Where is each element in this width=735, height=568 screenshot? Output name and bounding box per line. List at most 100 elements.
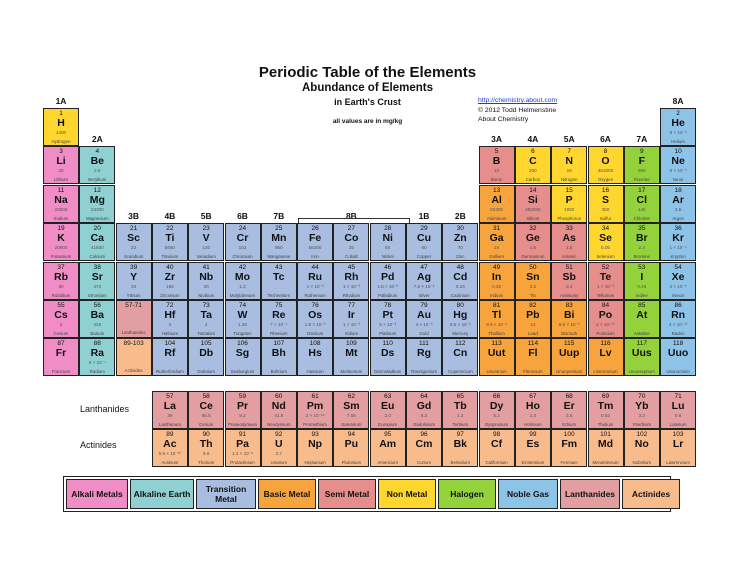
element-cell[interactable]: 98 Cf Californium (478, 429, 515, 467)
element-cell[interactable]: 69 Tm 0.52 Thulium (587, 391, 624, 429)
element-cell[interactable]: 3 Li 20 Lithium (43, 146, 79, 185)
element-cell[interactable]: 52 Te 1 × 10⁻³ Tellurium (587, 261, 624, 300)
element-cell[interactable]: 39 Y 33 Yttrium (115, 261, 152, 300)
element-cell[interactable]: 5 B 10 Boron (478, 146, 515, 185)
element-cell[interactable]: 29 Cu 60 Copper (406, 223, 442, 262)
element-cell[interactable]: 38 Sr 370 Strontium (79, 261, 116, 300)
element-cell[interactable]: 74 W 1.25 Tungsten (224, 300, 261, 338)
element-cell[interactable]: 15 P 1050 Phosphorus (551, 184, 588, 223)
element-cell[interactable]: 43 Tc Technetium (260, 261, 297, 300)
element-cell[interactable]: 118 Uuo Ununoctium (660, 338, 697, 377)
element-cell[interactable]: 66 Dy 5.2 Dysprosium (478, 391, 515, 429)
element-cell[interactable]: 68 Er 3.5 Erbium (551, 391, 588, 429)
element-cell[interactable]: 45 Rh 1 × 10⁻³ Rhodium (333, 261, 370, 300)
element-cell[interactable]: 58 Ce 66.5 Cerium (188, 391, 225, 429)
element-cell[interactable]: 108 Hs Hassium (297, 338, 334, 377)
element-cell[interactable]: 20 Ca 41500 Calcium (79, 223, 116, 262)
element-cell[interactable]: 56 Ba 425 Barium (79, 300, 116, 338)
element-cell[interactable]: 34 Se 0.05 Selenium (587, 223, 624, 262)
element-cell[interactable]: 8 O 461000 Oxygen (587, 146, 624, 185)
element-cell[interactable]: 16 S 350 Sulfur (587, 184, 624, 223)
element-cell[interactable]: 92 U 2.7 Uranium (260, 429, 297, 467)
element-cell[interactable]: 116 Lv Livermorium (587, 338, 624, 377)
element-cell[interactable]: 95 Am Americium (369, 429, 406, 467)
element-cell[interactable]: 49 In 0.25 Indium (478, 261, 515, 300)
element-cell[interactable]: 40 Zr 165 Zirconium (151, 261, 188, 300)
element-cell[interactable]: 33 As 1.8 Arsenic (551, 223, 588, 262)
element-cell[interactable]: 101 Md Mendelevium (587, 429, 624, 467)
element-cell[interactable]: 80 Hg 8.5 × 10⁻² Mercury (442, 300, 479, 338)
element-cell[interactable]: 96 Cm Curium (406, 429, 442, 467)
element-cell[interactable]: 12 Mg 23300 Magnesium (79, 184, 116, 223)
element-cell[interactable]: 53 I 0.45 Iodine (623, 261, 660, 300)
element-cell[interactable]: 104 Rf Rutherfordium (151, 338, 188, 377)
element-cell[interactable]: 89 Ac 5.5 × 10⁻¹⁰ Actinium (151, 429, 188, 467)
element-cell[interactable]: 109 Mt Meitnerium (333, 338, 370, 377)
element-cell[interactable]: 51 Sb 0.2 Antimony (551, 261, 588, 300)
element-cell[interactable]: 13 Al 82300 Aluminum (478, 184, 515, 223)
element-cell[interactable]: 88 Ra 9 × 10⁻⁷ Radium (79, 338, 116, 377)
element-cell[interactable]: 32 Ge 1.5 Germanium (514, 223, 551, 262)
element-cell[interactable]: 87 Fr Francium (43, 338, 79, 377)
element-cell[interactable]: 21 Sc 22 Scandium (115, 223, 152, 262)
element-cell[interactable]: 78 Pt 5 × 10⁻³ Platinum (369, 300, 406, 338)
element-cell[interactable]: 57-71 Lanthanides (115, 300, 152, 338)
element-cell[interactable]: 11 Na 23600 Sodium (43, 184, 79, 223)
element-cell[interactable]: 6 C 200 Carbon (514, 146, 551, 185)
element-cell[interactable]: 107 Bh Bohrium (260, 338, 297, 377)
element-cell[interactable]: 48 Cd 0.15 Cadmium (442, 261, 479, 300)
element-cell[interactable]: 100 Fm Fermium (551, 429, 588, 467)
element-cell[interactable]: 73 Ta 2 Tantalum (188, 300, 225, 338)
element-cell[interactable]: 14 Si 282000 Silicon (514, 184, 551, 223)
element-cell[interactable]: 7 N 19 Nitrogen (551, 146, 588, 185)
element-cell[interactable]: 2 He 8 × 10⁻³ Helium (660, 108, 697, 146)
element-cell[interactable]: 10 Ne 5 × 10⁻³ Neon (660, 146, 697, 185)
element-cell[interactable]: 30 Zn 70 Zinc (442, 223, 479, 262)
element-cell[interactable]: 18 Ar 3.5 Argon (660, 184, 697, 223)
element-cell[interactable]: 82 Pb 14 Lead (514, 300, 551, 338)
element-cell[interactable]: 91 Pa 1.4 × 10⁻⁶ Protactinium (224, 429, 261, 467)
element-cell[interactable]: 86 Rn 4 × 10⁻¹³ Radon (660, 300, 697, 338)
element-cell[interactable]: 99 Es Einsteinium (514, 429, 551, 467)
element-cell[interactable]: 25 Mn 950 Manganese (260, 223, 297, 262)
element-cell[interactable]: 31 Ga 19 Gallium (478, 223, 515, 262)
element-cell[interactable]: 24 Cr 102 Chromium (224, 223, 261, 262)
element-cell[interactable]: 84 Po 2 × 10⁻¹⁰ Polonium (587, 300, 624, 338)
element-cell[interactable]: 113 Uut Ununtrium (478, 338, 515, 377)
element-cell[interactable]: 90 Th 9.6 Thorium (188, 429, 225, 467)
element-cell[interactable]: 70 Yb 3.2 Ytterbium (623, 391, 660, 429)
element-cell[interactable]: 1 H 1400 Hydrogen (43, 108, 79, 146)
element-cell[interactable]: 17 Cl 145 Chlorine (623, 184, 660, 223)
element-cell[interactable]: 61 Pm 2 × 10⁻¹⁹ Promethium (297, 391, 334, 429)
element-cell[interactable]: 41 Nb 20 Niobium (188, 261, 225, 300)
element-cell[interactable]: 42 Mo 1.2 Molybdenum (224, 261, 261, 300)
element-cell[interactable]: 79 Au 4 × 10⁻³ Gold (406, 300, 442, 338)
element-cell[interactable]: 71 Lu 0.8 Lutetium (660, 391, 697, 429)
element-cell[interactable]: 111 Rg Roentgenium (406, 338, 442, 377)
element-cell[interactable]: 36 Kr 1 × 10⁻⁴ Krypton (660, 223, 697, 262)
element-cell[interactable]: 65 Tb 1.2 Terbium (442, 391, 479, 429)
element-cell[interactable]: 85 At Astatine (623, 300, 660, 338)
element-cell[interactable]: 59 Pr 9.2 Praseodymium (224, 391, 261, 429)
element-cell[interactable]: 81 Tl 8.5 × 10⁻¹ Thallium (478, 300, 515, 338)
element-cell[interactable]: 76 Os 1.5 × 10⁻³ Osmium (297, 300, 334, 338)
element-cell[interactable]: 77 Ir 1 × 10⁻³ Iridium (333, 300, 370, 338)
element-cell[interactable]: 72 Hf 3 Hafnium (151, 300, 188, 338)
element-cell[interactable]: 93 Np Neptunium (297, 429, 334, 467)
element-cell[interactable]: 9 F 585 Fluorine (623, 146, 660, 185)
element-cell[interactable]: 110 Ds Darmstadtium (369, 338, 406, 377)
element-cell[interactable]: 112 Cn Copernicium (442, 338, 479, 377)
element-cell[interactable]: 102 No Nobelium (623, 429, 660, 467)
element-cell[interactable]: 114 Fl Flerovium (514, 338, 551, 377)
element-cell[interactable]: 22 Ti 5650 Titanium (151, 223, 188, 262)
element-cell[interactable]: 28 Ni 84 Nickel (369, 223, 406, 262)
element-cell[interactable]: 55 Cs 3 Cesium (43, 300, 79, 338)
element-cell[interactable]: 94 Pu Plutonium (333, 429, 370, 467)
element-cell[interactable]: 23 V 120 Vanadium (188, 223, 225, 262)
element-cell[interactable]: 63 Eu 2.0 Europium (369, 391, 406, 429)
element-cell[interactable]: 46 Pd 1.5 × 10⁻² Palladium (369, 261, 406, 300)
element-cell[interactable]: 67 Ho 1.3 Holmium (514, 391, 551, 429)
element-cell[interactable]: 50 Sn 2.3 Tin (514, 261, 551, 300)
element-cell[interactable]: 19 K 20900 Potassium (43, 223, 79, 262)
element-cell[interactable]: 105 Db Dubnium (188, 338, 225, 377)
